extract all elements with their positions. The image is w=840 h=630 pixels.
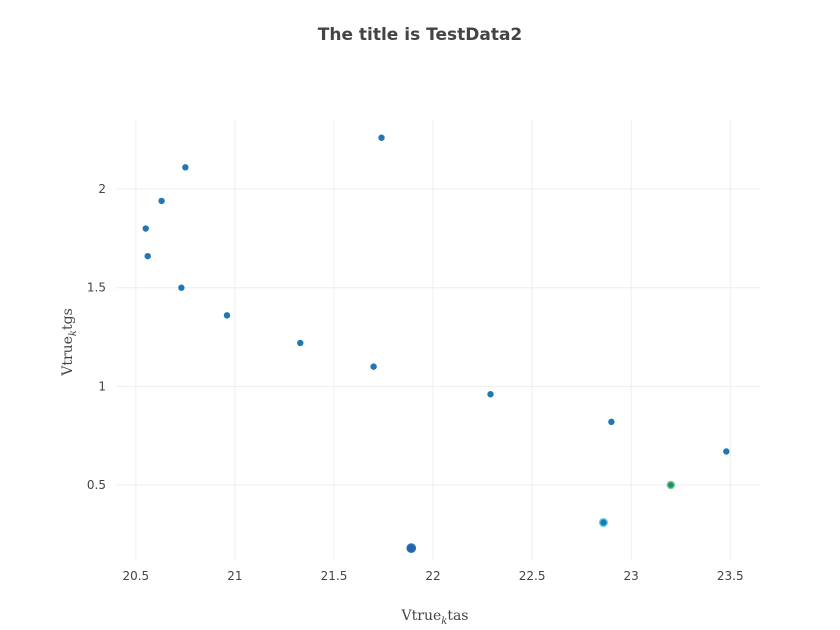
x-axis-title-base: Vtrue xyxy=(401,608,442,624)
y-axis-title-sub: k xyxy=(68,330,79,336)
x-tick-label: 23 xyxy=(624,569,639,583)
data-point xyxy=(144,252,151,260)
chart-title: The title is TestData2 xyxy=(318,25,523,45)
x-tick-label: 21.5 xyxy=(321,569,348,583)
data-point xyxy=(666,480,676,490)
x-axis-ticks: 20.5 21 21.5 22 22.5 23 23.5 xyxy=(122,569,743,583)
x-tick-label: 20.5 xyxy=(122,569,149,583)
y-axis-title-base: Vtrue xyxy=(60,336,76,377)
x-axis-title-sub: k xyxy=(441,616,447,627)
data-point xyxy=(158,197,165,205)
y-tick-label: 1.5 xyxy=(87,281,106,295)
x-tick-label: 21 xyxy=(227,569,242,583)
data-point xyxy=(370,363,377,370)
data-point xyxy=(487,391,494,398)
data-point xyxy=(297,339,304,347)
x-axis-title: Vtruektas xyxy=(401,608,469,627)
data-point xyxy=(608,418,615,426)
data-points xyxy=(142,134,730,554)
data-point xyxy=(723,448,730,455)
y-axis-title-rest: tgs xyxy=(60,308,76,330)
x-axis-title-rest: tas xyxy=(447,608,468,624)
x-tick-label: 23.5 xyxy=(717,569,744,583)
data-point xyxy=(598,517,608,528)
data-point xyxy=(182,164,189,171)
y-tick-label: 1 xyxy=(98,379,106,393)
data-point xyxy=(178,284,185,291)
y-tick-label: 0.5 xyxy=(87,478,106,492)
data-point xyxy=(406,543,417,554)
y-axis-title: Vtruektgs xyxy=(60,308,79,377)
y-axis-ticks: 0.5 1 1.5 2 xyxy=(87,182,106,492)
x-tick-label: 22.5 xyxy=(519,569,546,583)
data-point xyxy=(378,134,385,141)
y-tick-label: 2 xyxy=(98,182,106,196)
grid xyxy=(116,120,760,560)
data-point xyxy=(142,225,149,232)
x-tick-label: 22 xyxy=(425,569,440,583)
data-point xyxy=(223,312,231,319)
